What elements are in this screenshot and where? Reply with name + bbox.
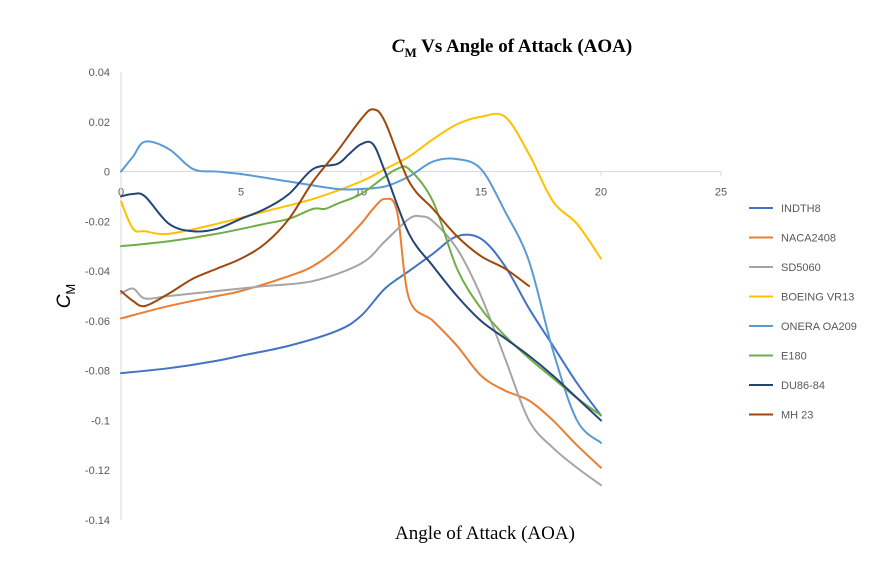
legend-label-mh-23: MH 23	[781, 410, 813, 422]
series-line-naca2408	[120, 197, 602, 469]
title-rest: Vs Angle of Attack (AOA)	[417, 36, 633, 57]
x-tick-label: 25	[715, 187, 727, 199]
series-line-mh-23	[120, 108, 530, 308]
y-tick-label: -0.08	[85, 366, 110, 378]
legend-label-indth8: INDTH8	[781, 203, 821, 215]
y-tick-label: -0.12	[85, 465, 110, 477]
y-axis-ticks: 0.04 0.02 0 -0.02 -0.04 -0.06 -0.08 -0.1 -0.12 -0…	[85, 67, 110, 527]
legend-label-e180: E180	[781, 351, 807, 363]
y-tick-label: -0.04	[85, 266, 110, 278]
ylabel-c-symbol: C	[54, 294, 75, 308]
ylabel-subscript: M	[63, 284, 78, 295]
series-line-e180	[120, 165, 602, 417]
legend-label-du86-84: DU86-84	[781, 380, 825, 392]
legend-label-boeing-vr13: BOEING VR13	[781, 292, 854, 304]
x-axis-label: Angle of Attack (AOA)	[395, 523, 575, 544]
legend-label-naca2408: NACA2408	[781, 233, 836, 245]
title-c-symbol: C	[392, 36, 405, 57]
y-tick-label: -0.1	[91, 415, 110, 427]
y-tick-label: 0.04	[89, 67, 110, 79]
chart-title: CM Vs Angle of Attack (AOA)	[392, 36, 632, 60]
legend: INDTH8 NACA2408 SD5060 BOEING VR13 ONERA OA2…	[749, 203, 857, 422]
x-tick-label: 15	[475, 187, 487, 199]
legend-label-sd5060: SD5060	[781, 262, 821, 274]
y-tick-label: 0	[104, 167, 110, 179]
series-line-du86-84	[120, 140, 602, 422]
series-line-onera-oa209	[120, 140, 602, 444]
y-axis-label: CM	[54, 284, 78, 309]
legend-label-onera-oa209: ONERA OA209	[781, 321, 857, 333]
x-tick-label: 5	[238, 187, 244, 199]
y-tick-label: 0.02	[89, 117, 110, 129]
y-tick-label: -0.02	[85, 216, 110, 228]
x-tick-label: 20	[595, 187, 607, 199]
series-lines	[120, 108, 602, 487]
title-subscript: M	[404, 45, 416, 60]
y-tick-label: -0.14	[85, 515, 110, 527]
series-line-boeing-vr13	[120, 112, 602, 260]
series-line-indth8	[120, 233, 602, 417]
y-tick-label: -0.06	[85, 316, 110, 328]
series-line-sd5060	[120, 214, 602, 487]
